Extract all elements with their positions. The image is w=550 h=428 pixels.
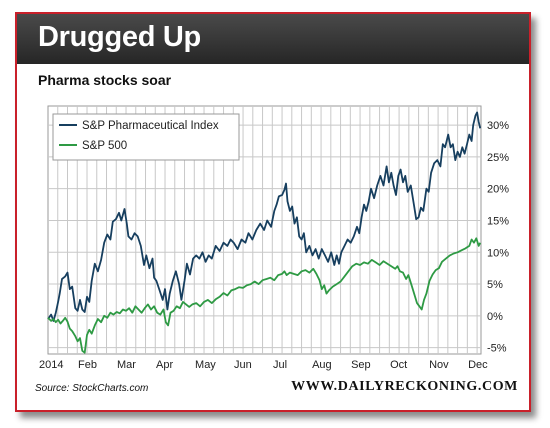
x-tick-label: 2014 xyxy=(39,359,63,371)
x-tick-label: May xyxy=(195,359,216,371)
y-tick-label: 30% xyxy=(487,120,509,132)
y-axis-ticks: 30% 25% 20% 15% 10% 5% 0% -5% xyxy=(487,120,509,355)
chart-subtitle: Pharma stocks soar xyxy=(38,72,172,88)
legend-label: S&P 500 xyxy=(82,140,127,152)
y-tick-label: 15% xyxy=(487,215,509,227)
x-tick-label: Sep xyxy=(351,359,371,371)
y-tick-label: 10% xyxy=(487,247,509,259)
y-tick-label: 0% xyxy=(487,311,503,323)
brand-url: WWW.DAILYRECKONING.COM xyxy=(291,379,518,394)
legend-label: S&P Pharmaceutical Index xyxy=(82,120,219,132)
y-tick-label: 25% xyxy=(487,152,509,164)
x-tick-label: Nov xyxy=(429,359,449,371)
x-axis-ticks: 2014 Feb Mar Apr May Jun Jul Aug Sep Oct Nov Dec xyxy=(39,359,488,371)
y-tick-label: 20% xyxy=(487,184,509,196)
x-tick-label: Mar xyxy=(117,359,136,371)
x-tick-label: Dec xyxy=(468,359,488,371)
x-tick-label: Oct xyxy=(390,359,407,371)
x-tick-label: Aug xyxy=(312,359,332,371)
header-bar: Drugged Up xyxy=(17,14,529,64)
chart-card: Drugged Up Pharma stocks soar 2014 Feb Mar… xyxy=(15,12,531,412)
series-line xyxy=(47,237,482,354)
series-lines xyxy=(47,111,482,354)
legend-box xyxy=(52,113,240,161)
y-tick-label: 5% xyxy=(487,279,503,291)
x-tick-label: Feb xyxy=(78,359,97,371)
source-note: Source: StockCharts.com xyxy=(35,383,149,394)
x-tick-label: Apr xyxy=(156,359,173,371)
x-tick-label: Jun xyxy=(234,359,252,371)
line-chart: 2014 Feb Mar Apr May Jun Jul Aug Sep Oct Nov Dec 30… xyxy=(39,105,509,371)
legend: S&P Pharmaceutical Index S&P 500 xyxy=(52,113,240,161)
series-line xyxy=(47,111,482,322)
x-tick-label: Jul xyxy=(273,359,287,371)
y-tick-label: -5% xyxy=(487,343,507,355)
chart-title: Drugged Up xyxy=(38,21,201,53)
